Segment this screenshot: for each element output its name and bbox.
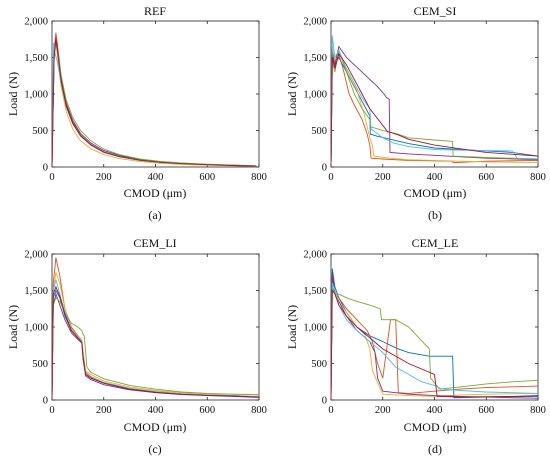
y-tick-label: 1,000 <box>303 323 327 334</box>
y-axis-label: Load (N) <box>285 72 299 116</box>
series-line-5 <box>331 286 538 400</box>
series-line-2 <box>331 275 538 400</box>
x-axis-label: CMOD (μm) <box>124 186 187 200</box>
x-tick-label: 0 <box>49 405 54 416</box>
x-tick-label: 400 <box>427 405 443 416</box>
x-tick-label: 400 <box>148 405 164 416</box>
plot-frame <box>51 253 260 401</box>
x-tick-label: 400 <box>148 172 164 183</box>
y-tick-label: 1,000 <box>24 90 48 101</box>
x-tick-label: 200 <box>96 405 112 416</box>
y-tick-label: 0 <box>322 396 327 407</box>
series-line-3 <box>52 42 257 167</box>
y-tick-label: 1,000 <box>303 90 327 101</box>
series-line-7 <box>331 289 538 400</box>
x-tick-label: 600 <box>478 172 494 183</box>
panel-ref: REF Load (N) CMOD (μm) (a) 0 200 400 600 800… <box>6 4 267 222</box>
x-tick-label: 600 <box>199 172 215 183</box>
x-tick-label: 800 <box>530 405 546 416</box>
panel-cem-si: CEM_SI Load (N) CMOD (μm) (b) 0 200 400 600… <box>285 4 546 222</box>
series-line-5 <box>52 297 259 400</box>
series-line-2 <box>52 32 257 167</box>
x-tick-label: 0 <box>328 172 333 183</box>
panel-caption: (a) <box>148 208 161 222</box>
y-tick-label: 0 <box>322 163 327 174</box>
y-tick-label: 1,500 <box>303 53 327 64</box>
y-tick-label: 2,000 <box>303 250 327 261</box>
x-axis-label: CMOD (μm) <box>404 420 467 434</box>
series-line-7 <box>52 285 259 400</box>
series-line-3 <box>52 272 259 400</box>
series-line-2 <box>52 257 259 400</box>
series-line-3 <box>331 46 538 167</box>
panel-caption: (d) <box>428 442 442 456</box>
x-tick-label: 400 <box>427 172 443 183</box>
y-tick-label: 1,000 <box>24 323 48 334</box>
series-line-1 <box>52 289 259 400</box>
y-tick-label: 500 <box>311 359 327 370</box>
x-tick-label: 800 <box>251 405 267 416</box>
y-tick-label: 1,500 <box>303 286 327 297</box>
series-line-7 <box>52 39 257 167</box>
y-tick-label: 500 <box>32 359 48 370</box>
panel-cem-le: CEM_LE Load (N) CMOD (μm) (d) 0 200 400 600… <box>285 236 546 456</box>
panel-caption: (c) <box>148 442 161 456</box>
series-line-6 <box>52 42 257 167</box>
series-line-4 <box>331 272 538 400</box>
x-tick-label: 0 <box>328 405 333 416</box>
y-tick-label: 1,500 <box>24 286 48 297</box>
series-line-3 <box>331 283 538 400</box>
panel-title: CEM_LE <box>412 236 459 250</box>
panel-title: CEM_LI <box>133 236 176 250</box>
series-line-4 <box>331 45 538 167</box>
series-line-4 <box>52 38 257 167</box>
series-line-6 <box>52 279 259 400</box>
y-tick-label: 2,000 <box>24 250 48 261</box>
y-tick-label: 2,000 <box>303 17 327 28</box>
panel-caption: (b) <box>428 208 442 222</box>
x-tick-label: 200 <box>375 405 391 416</box>
series-line-1 <box>331 268 538 400</box>
panel-cem-li: CEM_LI Load (N) CMOD (μm) (c) 0 200 400 600… <box>6 236 267 456</box>
y-axis-label: Load (N) <box>6 305 20 349</box>
series-line-6 <box>331 35 538 167</box>
y-tick-label: 2,000 <box>24 17 48 28</box>
panel-title: REF <box>144 4 166 18</box>
y-axis-label: Load (N) <box>285 305 299 349</box>
y-tick-label: 500 <box>311 126 327 137</box>
x-tick-label: 600 <box>478 405 494 416</box>
series-line-5 <box>52 41 257 167</box>
y-axis-label: Load (N) <box>6 72 20 116</box>
series-line-2 <box>331 52 538 167</box>
x-tick-label: 800 <box>530 172 546 183</box>
x-axis-label: CMOD (μm) <box>124 420 187 434</box>
x-tick-label: 600 <box>199 405 215 416</box>
series-line-7 <box>331 52 538 167</box>
x-axis-label: CMOD (μm) <box>404 186 467 200</box>
x-tick-label: 200 <box>375 172 391 183</box>
y-tick-label: 500 <box>32 126 48 137</box>
x-tick-label: 200 <box>96 172 112 183</box>
y-tick-label: 1,500 <box>24 53 48 64</box>
y-tick-label: 0 <box>43 396 48 407</box>
x-tick-label: 800 <box>251 172 267 183</box>
series-line-1 <box>52 37 257 167</box>
plot-frame <box>51 20 260 168</box>
panel-title: CEM_SI <box>414 4 457 18</box>
y-tick-label: 0 <box>43 163 48 174</box>
x-tick-label: 0 <box>49 172 54 183</box>
